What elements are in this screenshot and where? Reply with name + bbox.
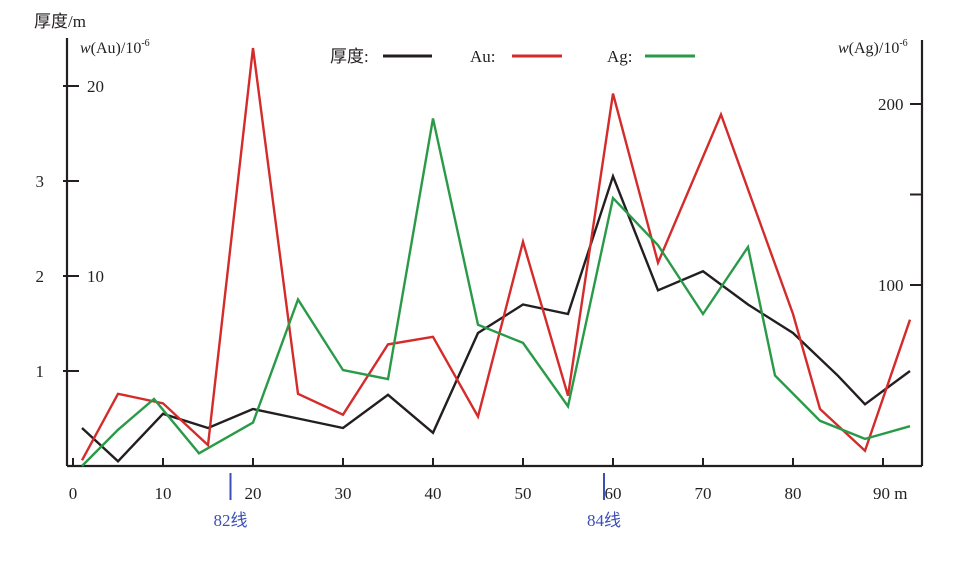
au-axis-title-main: (Au)/10	[91, 40, 142, 57]
thickness-tick-label: 2	[36, 267, 45, 286]
series-line-ag	[81, 118, 911, 467]
x-tick-label: 0	[69, 484, 78, 503]
legend-label: Ag:	[607, 47, 633, 66]
legend-label: Au:	[470, 47, 496, 66]
x-ticks: 0 10 20 30 40 50 60 70 80 90 m	[69, 458, 907, 503]
thickness-axis-title: 厚度/m	[34, 12, 86, 31]
au-ticks: 10 20	[63, 77, 104, 286]
section-marker-label: 84线	[587, 511, 621, 530]
x-tick-label: 30	[335, 484, 352, 503]
x-tick-label: 40	[425, 484, 442, 503]
section-marker-label: 82线	[214, 511, 248, 530]
x-tick-label: 50	[515, 484, 532, 503]
series-line-au	[80, 47, 912, 461]
au-tick-label: 20	[87, 77, 104, 96]
x-tick-label: 70	[695, 484, 712, 503]
legend: 厚度: Au: Ag:	[330, 47, 695, 66]
ag-axis-title-w: w	[838, 40, 849, 57]
x-tick-label: 20	[245, 484, 262, 503]
x-tick-label: 60	[605, 484, 622, 503]
ag-tick-label: 200	[878, 95, 904, 114]
au-axis-title-w: w	[80, 40, 91, 57]
thickness-tick-label: 3	[36, 172, 45, 191]
series-line-thickness	[81, 172, 911, 463]
au-axis-title-exp: -6	[141, 38, 149, 49]
thickness-tick-label: 1	[36, 362, 45, 381]
ag-axis-title-exp: -6	[899, 38, 907, 49]
series-group	[80, 47, 912, 467]
au-tick-label: 10	[87, 267, 104, 286]
ag-ticks: 100 200	[878, 95, 922, 295]
au-axis-title: w(Au)/10-6	[80, 38, 150, 57]
legend-label: 厚度:	[330, 47, 369, 66]
line-markers: 82线 84线	[214, 473, 621, 530]
ag-axis-title: w(Ag)/10-6	[838, 38, 908, 57]
x-tick-label: 90 m	[873, 484, 907, 503]
ag-axis-title-main: (Ag)/10	[849, 40, 900, 57]
x-tick-label: 80	[785, 484, 802, 503]
ag-tick-label: 100	[878, 276, 904, 295]
x-tick-label: 10	[155, 484, 172, 503]
